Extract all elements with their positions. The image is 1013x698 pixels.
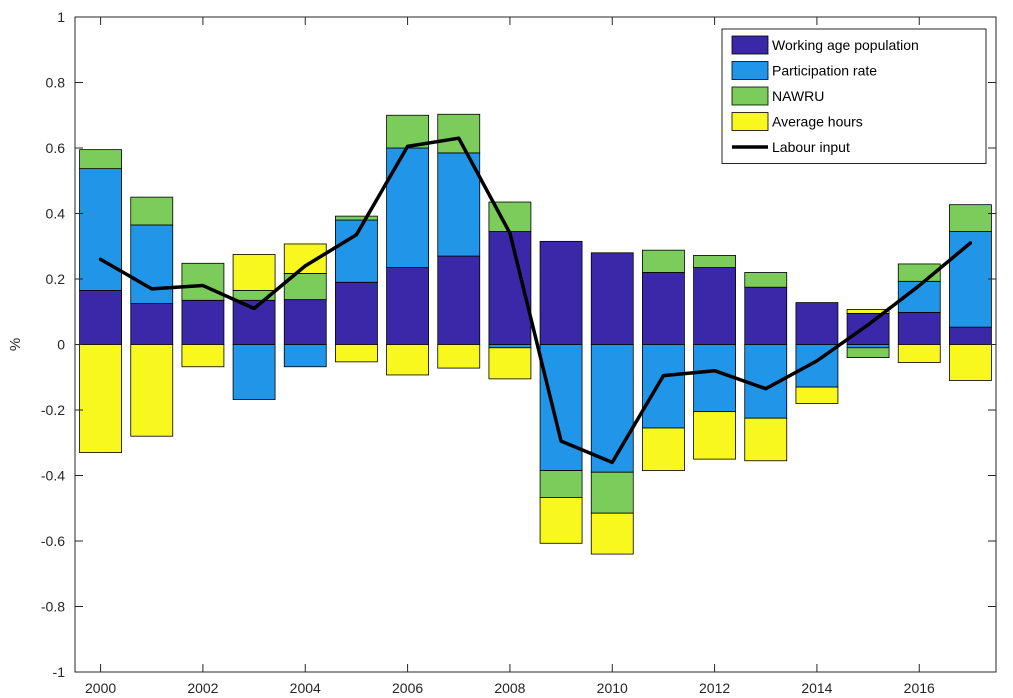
bar-average-hours-2000 <box>79 344 122 453</box>
y-tick-label: 0.4 <box>46 206 66 222</box>
bar-average-hours-2005 <box>335 344 378 363</box>
bar-participation-rate-2009 <box>539 344 583 471</box>
bar-nawru-2013 <box>744 272 788 288</box>
x-tick-label: 2008 <box>494 680 525 696</box>
bar-working-age-population-2000 <box>79 290 122 345</box>
y-axis-label: % <box>7 338 24 351</box>
bar-average-hours-2002 <box>181 344 225 368</box>
bar-average-hours-2001 <box>130 344 174 437</box>
x-tick-label: 2010 <box>597 680 628 696</box>
legend-swatch-nawru <box>731 86 769 106</box>
y-tick-label: 0 <box>57 337 65 353</box>
bar-working-age-population-2001 <box>130 303 174 345</box>
bar-participation-rate-2017 <box>949 231 992 328</box>
legend: Working age population Participation rate… <box>721 28 987 164</box>
bar-average-hours-2014 <box>795 386 839 404</box>
bar-average-hours-2015 <box>846 309 890 314</box>
legend-swatch-working-age-population <box>731 35 769 55</box>
bar-participation-rate-2001 <box>130 224 174 304</box>
y-tick-label: 1 <box>57 9 65 25</box>
bar-nawru-2017 <box>949 204 992 232</box>
bar-working-age-population-2004 <box>283 299 327 345</box>
bar-working-age-population-2010 <box>590 252 634 345</box>
bar-participation-rate-2005 <box>335 219 378 283</box>
bar-series-group <box>79 113 992 555</box>
y-tick-label: 0.8 <box>46 75 66 91</box>
x-tick-label: 2004 <box>290 680 321 696</box>
line-labour-input <box>98 136 973 465</box>
x-tick-label: 2006 <box>392 680 423 696</box>
bar-participation-rate-2006 <box>386 147 429 268</box>
y-tick-label: 0.6 <box>46 140 66 156</box>
bar-nawru-2015 <box>846 347 890 358</box>
legend-swatch-participation-rate <box>731 61 769 80</box>
legend-label-average-hours: Average hours <box>772 114 863 130</box>
y-tick-label: -0.4 <box>41 468 65 484</box>
bar-participation-rate-2003 <box>232 344 276 400</box>
bar-working-age-population-2014 <box>795 302 839 345</box>
bar-average-hours-2007 <box>437 344 481 369</box>
x-tick-label: 2000 <box>85 680 116 696</box>
bar-average-hours-2013 <box>744 417 788 462</box>
bar-working-age-population-2009 <box>539 240 583 345</box>
x-tick-label: 2002 <box>187 680 218 696</box>
bar-participation-rate-2010 <box>590 344 634 473</box>
bar-working-age-population-2007 <box>437 255 481 345</box>
bar-working-age-population-2013 <box>744 286 788 345</box>
y-tick-label: 0.2 <box>46 271 66 287</box>
bar-nawru-2001 <box>130 196 174 226</box>
axes-group: -1 -0.8 -0.6 -0.4 -0.2 0 0.2 0.4 0.6 0.8 1 2000 2002… <box>7 9 997 696</box>
bar-working-age-population-2015 <box>846 312 890 345</box>
line-series-group <box>98 136 973 465</box>
bar-working-age-population-2011 <box>642 272 685 345</box>
bar-nawru-2000 <box>79 149 122 170</box>
bar-nawru-2010 <box>590 471 634 514</box>
bar-average-hours-2017 <box>949 344 992 381</box>
bar-working-age-population-2005 <box>335 281 378 345</box>
bar-average-hours-2011 <box>642 427 685 471</box>
legend-label-working-age-population: Working age population <box>772 37 919 53</box>
legend-label-nawru: NAWRU <box>772 88 824 104</box>
x-tick-label: 2016 <box>904 680 935 696</box>
y-tick-label: -0.8 <box>41 599 65 615</box>
legend-label-labour-input: Labour input <box>772 139 850 155</box>
bar-participation-rate-2004 <box>283 344 327 368</box>
bar-working-age-population-2012 <box>693 267 736 345</box>
bar-nawru-2011 <box>642 249 685 273</box>
bar-average-hours-2009 <box>539 497 583 544</box>
legend-label-participation-rate: Participation rate <box>772 63 877 79</box>
bar-participation-rate-2012 <box>693 344 736 413</box>
bar-nawru-2005 <box>335 215 378 221</box>
bar-average-hours-2016 <box>897 344 941 363</box>
y-tick-label: -1 <box>53 664 66 680</box>
bar-participation-rate-2015 <box>846 344 890 349</box>
y-tick-label: -0.2 <box>41 402 65 418</box>
y-tick-label: -0.6 <box>41 533 65 549</box>
bar-average-hours-2008 <box>488 347 532 380</box>
bar-average-hours-2012 <box>693 411 736 460</box>
x-tick-label: 2012 <box>699 680 730 696</box>
bar-nawru-2012 <box>693 255 736 268</box>
bar-average-hours-2006 <box>386 344 429 376</box>
x-tick-label: 2014 <box>801 680 832 696</box>
bar-participation-rate-2000 <box>79 168 122 291</box>
bar-participation-rate-2007 <box>437 152 481 257</box>
legend-swatch-average-hours <box>731 112 769 131</box>
bar-working-age-population-2017 <box>949 326 992 345</box>
bar-average-hours-2003 <box>232 254 276 291</box>
bar-working-age-population-2006 <box>386 267 429 345</box>
bar-average-hours-2010 <box>590 512 634 555</box>
bar-participation-rate-2011 <box>642 344 685 429</box>
bar-working-age-population-2002 <box>181 299 225 345</box>
bar-participation-rate-2008 <box>488 344 532 349</box>
bar-working-age-population-2016 <box>897 311 941 345</box>
bar-nawru-2009 <box>539 470 583 498</box>
bar-nawru-2002 <box>181 262 225 301</box>
bar-nawru-2007 <box>437 113 481 154</box>
